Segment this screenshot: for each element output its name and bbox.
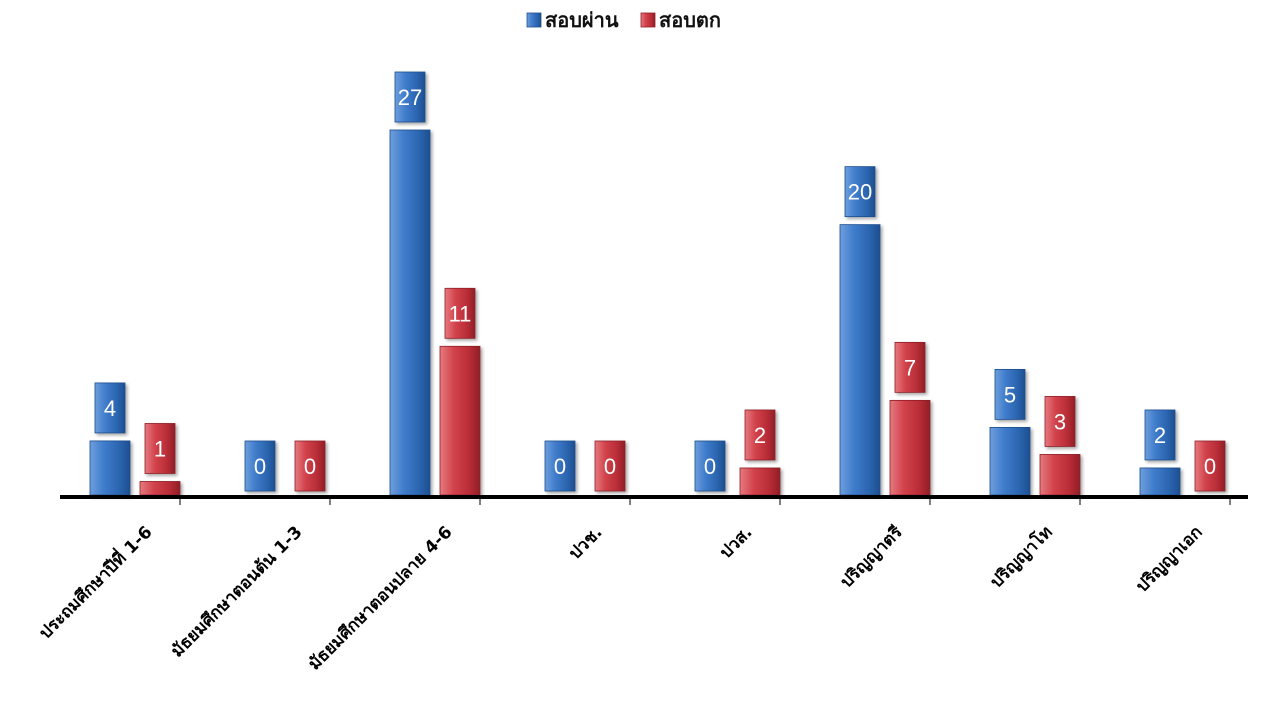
data-label-fail-4: 2: [754, 423, 766, 448]
data-label-box-fail-5: [894, 341, 926, 393]
category-label-1: มัธยมศึกษาตอนต้น 1-3: [167, 522, 306, 661]
legend-swatch-pass: [526, 12, 542, 28]
data-label-pass-5: 20: [848, 180, 872, 205]
data-label-box-fail-2: [444, 287, 476, 339]
category-label-7: ปริญญาเอก: [1132, 522, 1206, 596]
data-label-fail-7: 0: [1204, 454, 1216, 479]
data-label-box-pass-2: [394, 71, 426, 123]
data-label-fail-5: 7: [904, 355, 916, 380]
bar-pass-0: [89, 440, 131, 496]
legend-swatch-fail: [640, 12, 656, 28]
category-label-4: ปวส.: [716, 522, 756, 562]
data-label-fail-6: 3: [1054, 409, 1066, 434]
data-label-pass-7: 2: [1154, 423, 1166, 448]
bar-fail-5: [889, 399, 931, 496]
category-label-6: ปริญญาโท: [986, 522, 1057, 593]
category-label-0: ประถมศึกษาปีที่ 1-6: [33, 520, 156, 643]
bars-layer: [89, 129, 1181, 496]
category-label-5: ปริญญาตรี: [836, 521, 907, 592]
data-label-box-fail-6: [1044, 396, 1076, 447]
data-label-pass-6: 5: [1004, 382, 1016, 407]
legend-label-pass: สอบผ่าน: [545, 8, 619, 32]
data-label-fail-0: 1: [154, 436, 166, 461]
bar-pass-2: [389, 129, 431, 496]
data-label-pass-3: 0: [554, 454, 566, 479]
category-labels: ประถมศึกษาปีที่ 1-6 มัธยมศึกษาตอนต้น 1-3ม…: [33, 520, 1206, 674]
bar-fail-4: [739, 467, 781, 496]
data-label-box-fail-0: [144, 423, 176, 474]
legend-item-fail: สอบตก: [640, 8, 721, 32]
category-label-3: ปวช.: [565, 522, 606, 563]
data-label-box-fail-1: [294, 440, 326, 492]
bar-fail-6: [1039, 454, 1081, 496]
x-axis-ticks: [179, 497, 1231, 505]
data-label-box-pass-5: [844, 166, 876, 218]
data-label-fail-1: 0: [304, 454, 316, 479]
legend-label-fail: สอบตก: [659, 8, 721, 32]
bar-fail-2: [439, 345, 481, 496]
data-label-box-fail-4: [744, 409, 776, 461]
data-label-box-pass-0: [94, 382, 126, 434]
bar-pass-6: [989, 427, 1031, 496]
data-label-pass-2: 27: [398, 85, 422, 110]
bar-fail-0: [139, 481, 181, 496]
data-label-box-pass-7: [1144, 409, 1176, 461]
data-label-pass-4: 0: [704, 454, 716, 479]
data-label-box-fail-3: [594, 440, 626, 492]
legend-item-pass: สอบผ่าน: [526, 8, 619, 32]
data-label-pass-1: 0: [254, 454, 266, 479]
data-label-box-pass-1: [244, 440, 276, 492]
legend: สอบผ่าน สอบตก: [526, 8, 721, 32]
data-label-fail-3: 0: [604, 454, 616, 479]
category-label-2: มัธยมศึกษาตอนปลาย 4-6: [305, 522, 457, 674]
data-label-fail-2: 11: [449, 301, 472, 326]
data-label-box-fail-7: [1194, 440, 1226, 492]
data-label-box-pass-3: [544, 440, 576, 492]
data-label-box-pass-6: [994, 369, 1026, 420]
bar-pass-7: [1139, 467, 1181, 496]
data-label-pass-0: 4: [104, 396, 116, 421]
bar-pass-5: [839, 224, 881, 496]
data-label-box-pass-4: [694, 440, 726, 492]
